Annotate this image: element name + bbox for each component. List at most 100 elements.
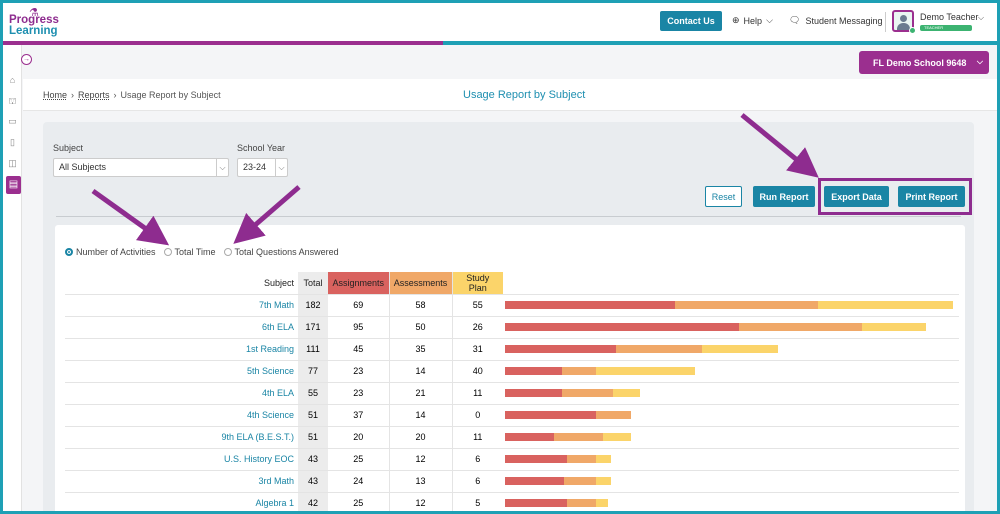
home-icon[interactable]: ⌂ [9,75,16,85]
stacked-bar-cell [503,382,959,405]
reports-icon[interactable]: ▤ [6,176,21,194]
radio-total-time[interactable]: Total Time [163,247,216,257]
study-plan-cell: 40 [452,360,503,383]
radio-label: Total Questions Answered [234,247,339,257]
bar-segment-assessments [564,477,597,485]
header-assignments[interactable]: Assignments [328,272,390,295]
chevron-down-icon: ⌵ [976,57,983,66]
header-study-plan[interactable]: Study Plan [452,272,503,295]
bar-segment-study-plan [596,367,695,375]
bar-segment-study-plan [701,345,779,353]
assessments-cell: 20 [389,426,453,449]
assessments-cell: 12 [389,492,453,511]
book-icon[interactable]: ▯ [10,137,15,147]
assignments-cell: 25 [328,492,390,511]
logo[interactable]: Progress Learning [9,14,59,37]
reset-button[interactable]: Reset [705,186,742,207]
bar-segment-study-plan [613,389,641,397]
subject-link[interactable]: 4th ELA [65,382,298,405]
bar-segment-assessments [561,389,614,397]
subject-link[interactable]: 6th ELA [65,316,298,339]
breadcrumb-home[interactable]: Home [43,90,68,100]
avatar-body [897,23,910,30]
stacked-bar-cell [503,426,959,449]
study-plan-cell: 11 [452,382,503,405]
avatar[interactable] [892,10,914,32]
stacked-bar [505,433,959,441]
school-icon[interactable]: ⛫ [8,96,17,106]
breadcrumb-bar: Home › Reports › Usage Report by Subject… [23,79,997,111]
student-messaging-link[interactable]: 🗨 Student Messaging [789,15,883,26]
radio-number-of-activities[interactable]: Number of Activities [65,247,156,257]
subject-filter-label: Subject [53,143,84,153]
subject-link[interactable]: 4th Science [65,404,298,427]
bar-segment-assignments [505,323,739,331]
student-messaging-label: Student Messaging [805,15,883,26]
subject-link[interactable]: 7th Math [65,294,298,317]
bar-segment-study-plan [596,477,611,485]
total-cell: 182 [298,294,328,317]
bar-segment-assignments [505,367,562,375]
export-data-button[interactable]: Export Data [824,186,889,207]
radio-total-questions-answered[interactable]: Total Questions Answered [223,247,339,257]
app-frame: ⚗ Progress Learning Contact Us ⊕ Help ⌵ … [3,3,997,511]
user-name[interactable]: Demo Teacher [920,12,979,22]
stacked-bar [505,477,959,485]
logo-line-2: Learning [9,25,58,37]
bar-segment-study-plan [861,323,926,331]
school-selector[interactable]: FL Demo School 9648 ⌵ [859,51,989,74]
stacked-bar [505,301,959,309]
help-menu[interactable]: ⊕ Help ⌵ [732,15,773,26]
table-row: 3rd Math 43 24 13 6 [65,470,959,493]
bar-segment-study-plan [596,499,609,507]
study-plan-cell: 6 [452,470,503,493]
assignments-cell: 23 [328,382,390,405]
assessments-cell: 14 [389,404,453,427]
subject-link[interactable]: U.S. History EOC [65,448,298,471]
study-plan-cell: 26 [452,316,503,339]
open-book-icon[interactable]: ◫ [8,158,17,168]
assignments-cell: 69 [328,294,390,317]
panel-divider [56,216,961,217]
school-year-select[interactable]: 23-24 ⌵ [237,158,288,177]
print-report-button[interactable]: Print Report [898,186,965,207]
bar-segment-study-plan [817,301,953,309]
bar-segment-assignments [505,301,675,309]
table-row: Algebra 1 42 25 12 5 [65,492,959,511]
help-label: Help [743,15,763,26]
subject-select[interactable]: All Subjects ⌵ [53,158,229,177]
bar-segment-assignments [505,477,565,485]
header-assessments[interactable]: Assessments [389,272,453,295]
bus-icon[interactable]: ▭ [8,116,17,126]
table-row: 4th Science 51 37 14 0 [65,404,959,427]
bar-segment-assignments [505,499,567,507]
subject-link[interactable]: 9th ELA (B.E.S.T.) [65,426,298,449]
user-menu-chevron-icon[interactable]: ⌵ [978,13,985,22]
total-cell: 51 [298,404,328,427]
header-total[interactable]: Total [298,272,328,295]
radio-label: Total Time [174,247,216,257]
subject-link[interactable]: 3rd Math [65,470,298,493]
bar-segment-assignments [505,455,567,463]
subject-link[interactable]: 5th Science [65,360,298,383]
subject-link[interactable]: 1st Reading [65,338,298,361]
expand-sidebar-icon[interactable]: → [21,54,32,65]
chevron-down-icon: ⌵ [275,159,287,176]
stacked-bar-cell [503,316,959,339]
header-subject[interactable]: Subject [65,272,298,295]
breadcrumb-reports[interactable]: Reports [78,90,110,100]
subject-link[interactable]: Algebra 1 [65,492,298,511]
assessments-cell: 58 [389,294,453,317]
contact-us-button[interactable]: Contact Us [660,11,722,31]
assignments-cell: 23 [328,360,390,383]
bar-segment-assessments [738,323,862,331]
school-year-label: School Year [237,143,286,153]
bar-segment-assessments [566,455,597,463]
stacked-bar-cell [503,448,959,471]
assessments-cell: 21 [389,382,453,405]
run-report-button[interactable]: Run Report [753,186,815,207]
school-year-value: 23-24 [243,162,267,172]
bar-segment-assessments [674,301,818,309]
stacked-bar-cell [503,338,959,361]
bar-segment-assessments [596,411,631,419]
